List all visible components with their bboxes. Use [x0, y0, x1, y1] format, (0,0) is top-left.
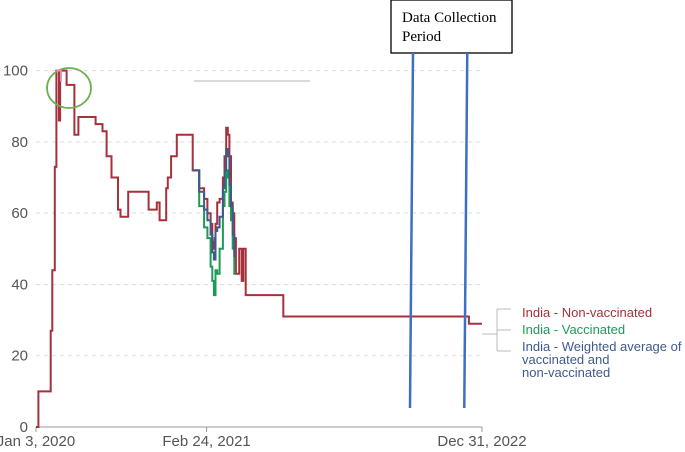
series-line-non-vaccinated [36, 69, 482, 428]
series-line-vaccinated [192, 169, 236, 297]
peak-highlight [46, 67, 92, 109]
legend-label-non-vaccinated: India - Non-vaccinated [522, 305, 652, 320]
legend-label-weighted-line1: India - Weighted average of [522, 339, 682, 354]
legend-label-vaccinated: India - Vaccinated [522, 322, 625, 337]
x-tick-label-0: Jan 3, 2020 [0, 433, 75, 450]
series-line-weighted [192, 148, 236, 261]
legend-label-weighted: India - Weighted average of vaccinated a… [522, 339, 685, 380]
legend-label-weighted-line3: non-vaccinated [522, 365, 610, 380]
data-collection-line-end [463, 52, 469, 409]
data-collection-line-start [408, 52, 415, 409]
x-tick-label-1: Feb 24, 2021 [162, 433, 250, 450]
annotation-label-line1: Data Collection [402, 10, 497, 26]
legend-bracket [482, 308, 511, 352]
highlight-circle [46, 67, 92, 109]
legend-label-weighted-line2: vaccinated and [522, 352, 609, 367]
y-tick-label-0: 0 [20, 419, 28, 436]
y-axis-tick-labels: 0 20 40 60 80 100 [3, 63, 28, 436]
y-tick-label-80: 80 [11, 134, 28, 151]
legend: India - Non-vaccinated India - Vaccinate… [482, 305, 685, 380]
data-collection-annotation: Data Collection Period [390, 0, 513, 409]
y-tick-label-100: 100 [3, 63, 28, 80]
peak-highlight-mark [56, 69, 62, 82]
y-tick-label-20: 20 [11, 348, 28, 365]
x-tick-label-2: Dec 31, 2022 [437, 433, 526, 450]
annotation-box [390, 0, 513, 54]
y-tick-label-60: 60 [11, 205, 28, 222]
annotation-label-line2: Period [402, 29, 442, 45]
gridlines [36, 70, 482, 357]
series-layer [36, 69, 482, 428]
x-axis-ticks: Jan 3, 2020 Feb 24, 2021 Dec 31, 2022 [0, 427, 527, 450]
y-tick-label-40: 40 [11, 276, 28, 293]
